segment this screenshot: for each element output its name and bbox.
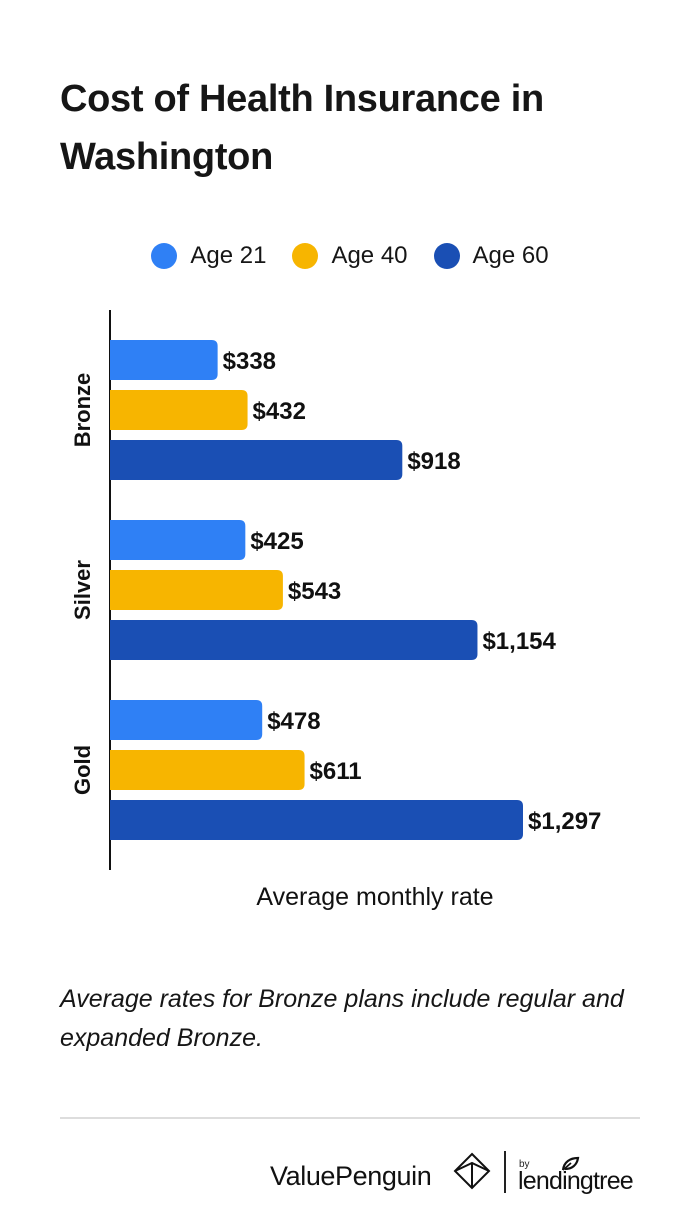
by-label: by xyxy=(519,1159,530,1170)
legend-item-age-21: Age 21 xyxy=(151,242,266,270)
legend: Age 21 Age 40 Age 60 xyxy=(0,236,700,276)
data-label-gold-age-60: $1,297 xyxy=(528,808,601,835)
data-label-gold-age-40: $611 xyxy=(310,758,362,785)
bar-chart: $338 $432 $918 Bronze $425 $543 $1,154 Silver $4… xyxy=(70,310,601,911)
bar-silver-age-60 xyxy=(110,620,478,660)
legend-swatch-age-40 xyxy=(292,243,319,269)
category-label-silver: Silver xyxy=(70,560,95,620)
valuepenguin-diamond-icon xyxy=(452,1151,492,1196)
bar-bronze-age-21 xyxy=(110,340,218,380)
legend-item-age-60: Age 60 xyxy=(433,242,549,270)
category-label-bronze: Bronze xyxy=(70,373,95,448)
brand-separator xyxy=(504,1151,506,1193)
category-label-gold: Gold xyxy=(70,745,95,795)
chart-title: Cost of Health Insurance in Washington xyxy=(60,78,544,178)
bar-silver-age-21 xyxy=(110,520,246,560)
data-label-bronze-age-60: $918 xyxy=(407,448,460,475)
legend-swatch-age-60 xyxy=(433,243,460,269)
data-label-bronze-age-40: $432 xyxy=(253,398,306,425)
bar-silver-age-40 xyxy=(110,570,283,610)
data-label-silver-age-60: $1,154 xyxy=(482,628,556,655)
legend-item-age-40: Age 40 xyxy=(292,242,408,270)
footnote: Average rates for Bronze plans include r… xyxy=(60,985,624,1052)
footer: ValuePenguin by lendingtree xyxy=(0,1145,700,1205)
data-label-silver-age-21: $425 xyxy=(250,528,303,555)
data-label-gold-age-21: $478 xyxy=(267,708,320,735)
footer-divider xyxy=(60,1117,640,1119)
bar-gold-age-60 xyxy=(110,800,523,840)
bar-bronze-age-60 xyxy=(110,440,403,480)
lendingtree-leaf-icon xyxy=(560,1156,580,1177)
data-label-silver-age-40: $543 xyxy=(288,578,341,605)
legend-label-age-60: Age 60 xyxy=(472,242,549,269)
legend-label-age-21: Age 21 xyxy=(190,242,267,269)
legend-swatch-age-21 xyxy=(151,243,178,269)
bar-gold-age-21 xyxy=(110,700,263,740)
bar-bronze-age-40 xyxy=(110,390,248,430)
valuepenguin-logo-text: ValuePenguin xyxy=(270,1161,432,1191)
bar-gold-age-40 xyxy=(110,750,305,790)
legend-label-age-40: Age 40 xyxy=(331,242,408,269)
data-label-bronze-age-21: $338 xyxy=(223,348,276,375)
x-axis-label: Average monthly rate xyxy=(256,883,493,911)
lendingtree-logo-text: lendingtree xyxy=(518,1167,634,1195)
